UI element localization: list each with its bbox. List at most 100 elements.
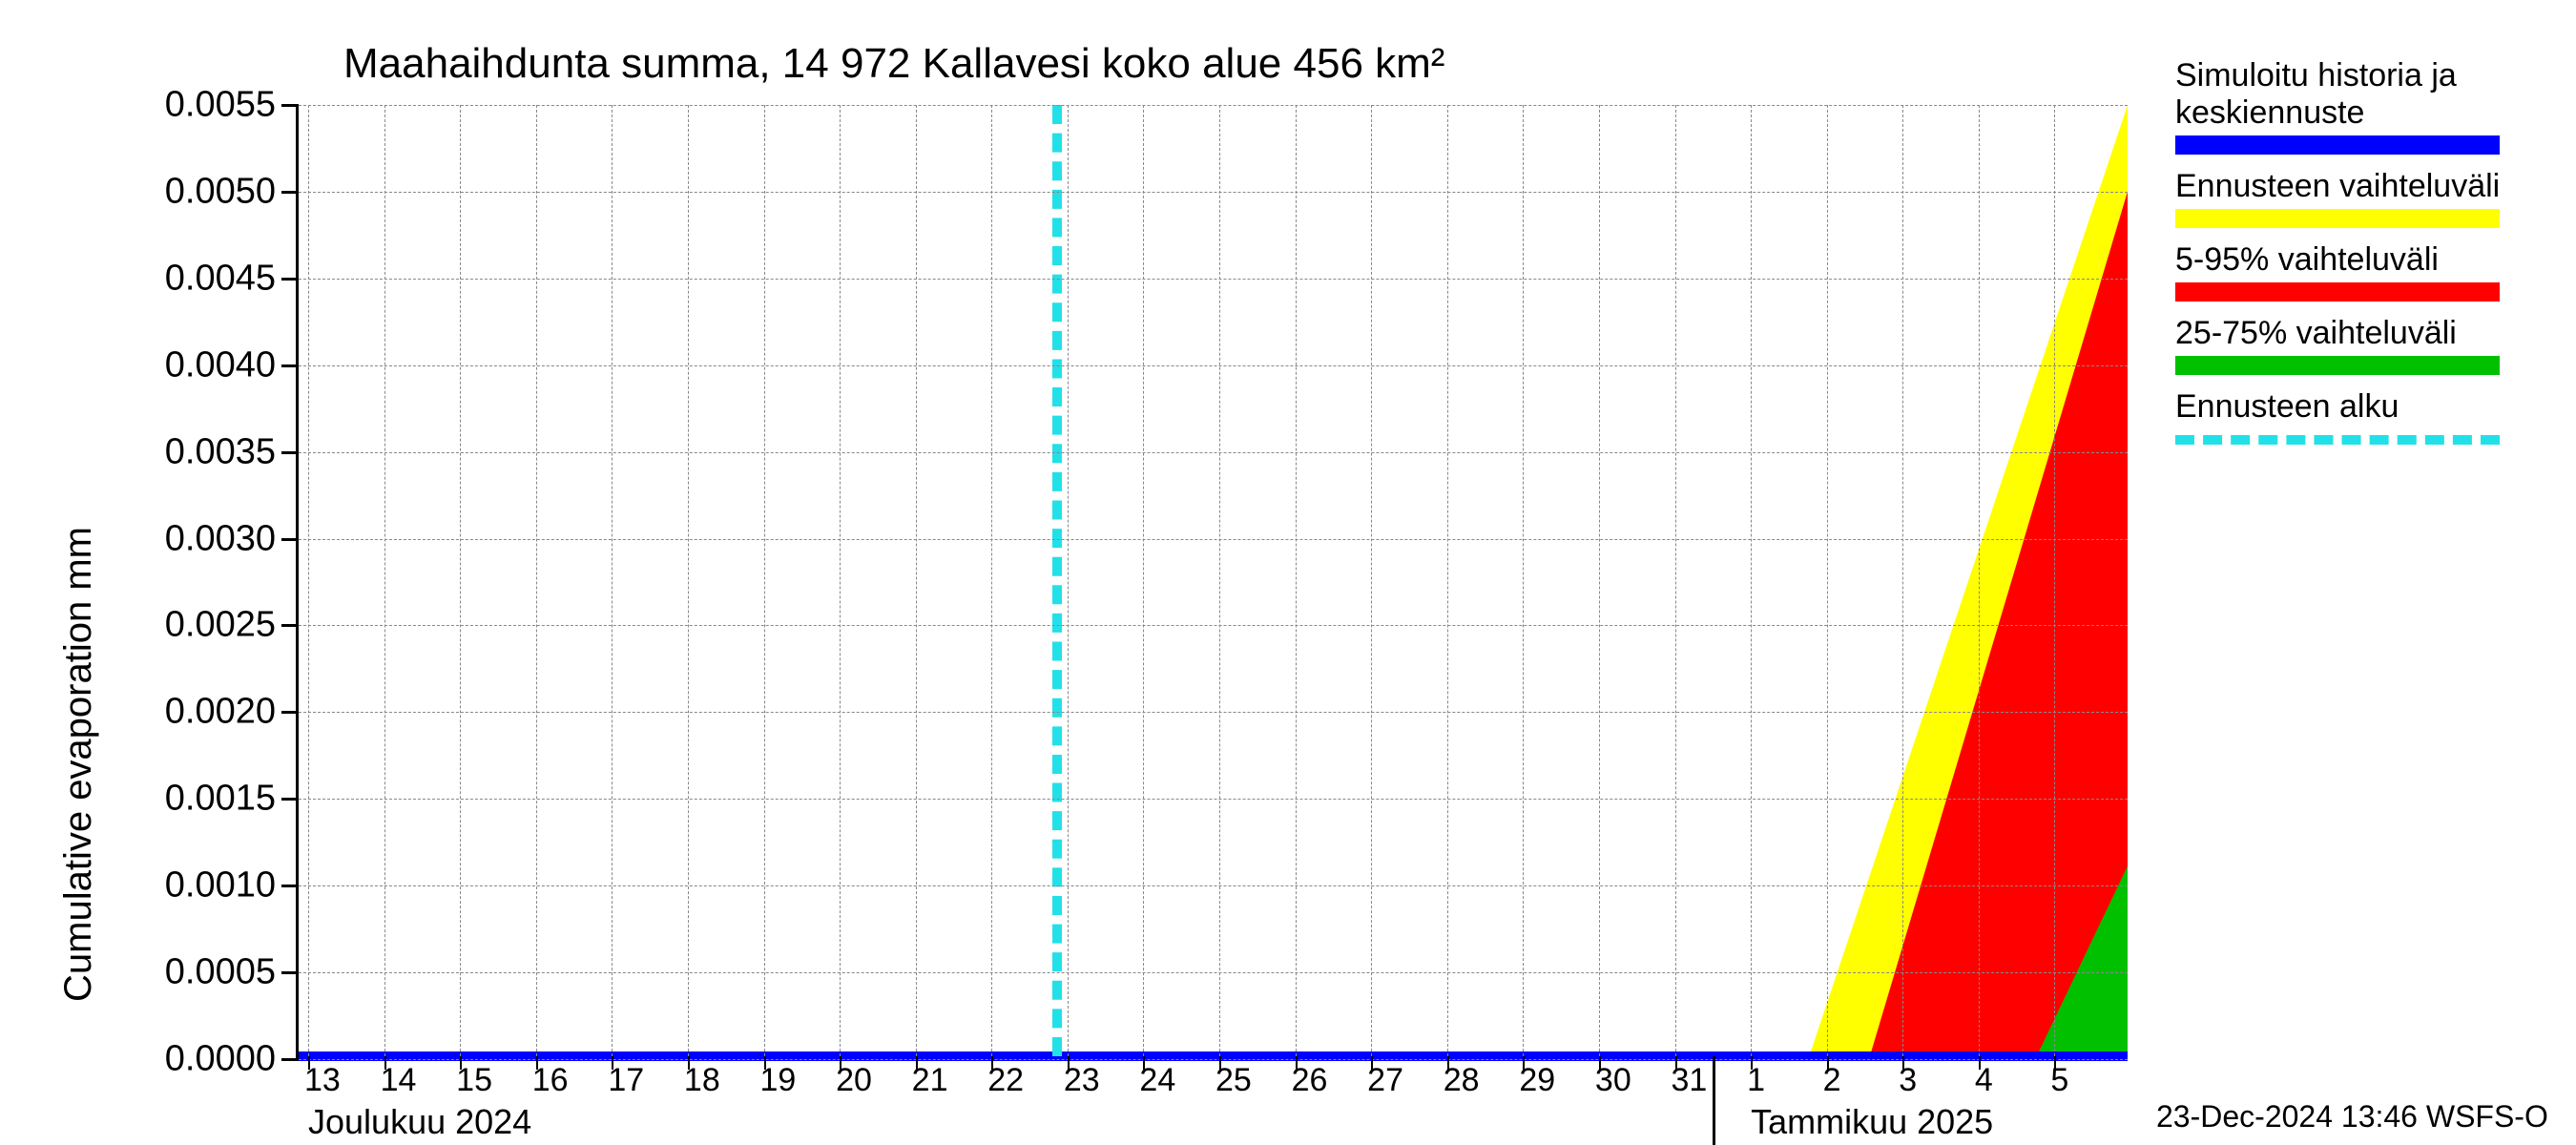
ytick-mark [281, 798, 299, 801]
gridline-horizontal [299, 799, 2128, 800]
plot-area: 0.00000.00050.00100.00150.00200.00250.00… [296, 105, 2128, 1059]
xtick-label: 29 [1519, 1062, 1555, 1099]
gridline-vertical [1599, 105, 1600, 1056]
xtick-label: 27 [1367, 1062, 1403, 1099]
ytick-mark [281, 104, 299, 107]
ytick-mark [281, 971, 299, 974]
gridline-vertical [840, 105, 841, 1056]
gridline-vertical [2054, 105, 2055, 1056]
legend-label: keskiennuste [2175, 94, 2557, 132]
gridline-horizontal [299, 972, 2128, 973]
xtick-label: 1 [1747, 1062, 1765, 1099]
ytick-label: 0.0040 [165, 344, 276, 385]
legend-item: Simuloitu historia jakeskiennuste [2175, 57, 2557, 155]
legend-label: Ennusteen alku [2175, 388, 2557, 426]
chart-container: Maahaihdunta summa, 14 972 Kallavesi kok… [0, 0, 2576, 1145]
ytick-label: 0.0025 [165, 605, 276, 646]
legend-label: Ennusteen vaihteluväli [2175, 168, 2557, 205]
gridline-horizontal [299, 452, 2128, 453]
gridline-vertical [384, 105, 385, 1056]
y-axis-label: Cumulative evaporation mm [57, 527, 100, 1002]
gridline-horizontal [299, 279, 2128, 280]
ytick-label: 0.0035 [165, 431, 276, 472]
xtick-label: 14 [381, 1062, 417, 1099]
xtick-label: 4 [1975, 1062, 1993, 1099]
gridline-vertical [1675, 105, 1676, 1056]
gridline-horizontal [299, 1059, 2128, 1060]
gridline-vertical [1447, 105, 1448, 1056]
xtick-label: 24 [1139, 1062, 1175, 1099]
gridline-horizontal [299, 192, 2128, 193]
gridline-horizontal [299, 365, 2128, 366]
ytick-mark [281, 1058, 299, 1061]
ytick-label: 0.0055 [165, 85, 276, 126]
ytick-label: 0.0015 [165, 779, 276, 820]
gridline-vertical [1979, 105, 1980, 1056]
gridline-horizontal [299, 885, 2128, 886]
xtick-label: 17 [608, 1062, 644, 1099]
legend-label: Simuloitu historia ja [2175, 57, 2557, 94]
xtick-label: 23 [1064, 1062, 1100, 1099]
gridline-vertical [308, 105, 309, 1056]
xtick-label: 16 [532, 1062, 569, 1099]
legend-item: 5-95% vaihteluväli [2175, 241, 2557, 302]
legend-label: 5-95% vaihteluväli [2175, 241, 2557, 279]
forecast-start-line [1052, 105, 1062, 1056]
xtick-label: 19 [760, 1062, 797, 1099]
gridline-vertical [1902, 105, 1903, 1056]
gridline-vertical [1371, 105, 1372, 1056]
ytick-label: 0.0050 [165, 171, 276, 212]
month-separator [1713, 1056, 1715, 1145]
area-bands [299, 105, 2128, 1056]
xtick-label: 18 [684, 1062, 720, 1099]
gridline-vertical [1296, 105, 1297, 1056]
xtick-label: 25 [1215, 1062, 1252, 1099]
ytick-label: 0.0030 [165, 518, 276, 559]
gridline-vertical [612, 105, 613, 1056]
gridline-vertical [688, 105, 689, 1056]
xtick-label: 13 [304, 1062, 341, 1099]
gridline-horizontal [299, 625, 2128, 626]
legend-swatch [2175, 209, 2500, 228]
legend-label: 25-75% vaihteluväli [2175, 315, 2557, 352]
xtick-label: 30 [1595, 1062, 1631, 1099]
gridline-horizontal [299, 539, 2128, 540]
xtick-label: 21 [912, 1062, 948, 1099]
gridline-vertical [1068, 105, 1069, 1056]
gridline-vertical [1219, 105, 1220, 1056]
footer-timestamp: 23-Dec-2024 13:46 WSFS-O [2156, 1099, 2548, 1135]
xtick-label: 15 [456, 1062, 492, 1099]
month-label: Tammikuu 2025 [1751, 1102, 1993, 1142]
xtick-label: 31 [1672, 1062, 1708, 1099]
gridline-vertical [764, 105, 765, 1056]
ytick-mark [281, 364, 299, 367]
gridline-vertical [1751, 105, 1752, 1056]
gridline-vertical [1827, 105, 1828, 1056]
xtick-label: 22 [987, 1062, 1024, 1099]
ytick-mark [281, 538, 299, 541]
xtick-label: 26 [1292, 1062, 1328, 1099]
gridline-vertical [1143, 105, 1144, 1056]
xtick-label: 28 [1444, 1062, 1480, 1099]
ytick-mark [281, 624, 299, 627]
ytick-mark [281, 711, 299, 714]
ytick-label: 0.0020 [165, 692, 276, 733]
ytick-mark [281, 885, 299, 887]
ytick-label: 0.0045 [165, 258, 276, 299]
xtick-label: 20 [836, 1062, 872, 1099]
ytick-mark [281, 278, 299, 281]
legend-swatch [2175, 282, 2500, 302]
gridline-vertical [991, 105, 992, 1056]
legend-swatch [2175, 435, 2500, 445]
gridline-horizontal [299, 712, 2128, 713]
legend-item: 25-75% vaihteluväli [2175, 315, 2557, 375]
month-label: Joulukuu 2024 [308, 1102, 531, 1142]
legend-item: Ennusteen vaihteluväli [2175, 168, 2557, 228]
legend-item: Ennusteen alku [2175, 388, 2557, 445]
ytick-label: 0.0000 [165, 1039, 276, 1080]
ytick-label: 0.0005 [165, 952, 276, 993]
gridline-vertical [1523, 105, 1524, 1056]
gridline-vertical [916, 105, 917, 1056]
gridline-vertical [460, 105, 461, 1056]
legend-swatch [2175, 135, 2500, 155]
